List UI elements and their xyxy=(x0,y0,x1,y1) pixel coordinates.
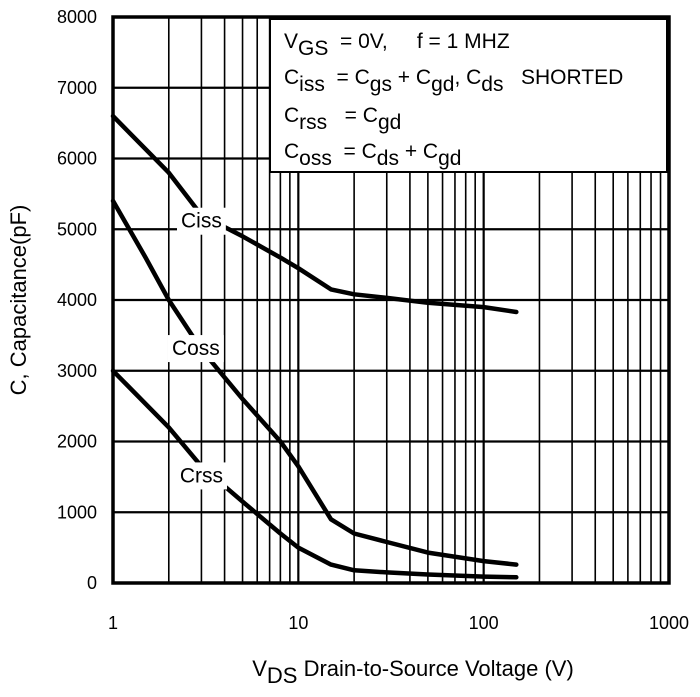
series-label-background xyxy=(177,207,226,235)
y-tick-label: 0 xyxy=(87,573,97,593)
x-tick-label: 1 xyxy=(108,613,118,633)
legend-subscript: GS xyxy=(298,37,328,60)
y-tick-label: 7000 xyxy=(57,78,97,98)
y-tick-label: 8000 xyxy=(57,7,97,27)
legend-segment: + C xyxy=(392,66,431,89)
legend-line: Ciss = Cgs + Cgd, Cds SHORTED xyxy=(284,66,623,96)
plot-frame xyxy=(111,15,671,585)
legend-subscript: ds xyxy=(377,147,399,170)
x-tick-label: 1000 xyxy=(649,613,689,633)
x-tick-label: 10 xyxy=(288,613,308,633)
legend-segment: SHORTED xyxy=(503,66,623,89)
series-line-coss xyxy=(110,198,519,567)
series-label-coss: Coss xyxy=(172,337,220,360)
legend-background xyxy=(269,18,668,173)
legend-segment: = C xyxy=(332,140,377,163)
legend-subscript: oss xyxy=(299,147,332,170)
legend-segment: C xyxy=(284,140,299,163)
y-tick-labels: 0 1000 2000 3000 4000 5000 6000 7000 8000 xyxy=(57,7,97,593)
series-label-ciss: Ciss xyxy=(181,210,222,233)
legend-line: Coss = Cds + Cgd xyxy=(284,140,461,170)
y-tick-label: 2000 xyxy=(57,432,97,452)
legend-subscript: ds xyxy=(481,73,503,96)
y-tick-label: 6000 xyxy=(57,149,97,169)
x-axis-label-rest: Drain-to-Source Voltage (V) xyxy=(297,656,573,681)
legend-subscript: rss xyxy=(299,111,327,134)
legend-segment: + C xyxy=(399,140,438,163)
y-tick-label: 5000 xyxy=(57,219,97,239)
legend-segment: V xyxy=(284,30,298,53)
y-tick-label: 4000 xyxy=(57,290,97,310)
legend-subscript: gd xyxy=(438,147,461,170)
legend-segment: C xyxy=(284,104,299,127)
legend-segment: = 0V, f = 1 MHZ xyxy=(328,30,509,53)
legend-subscript: gd xyxy=(431,73,454,96)
legend-line: VGS = 0V, f = 1 MHZ xyxy=(284,30,510,60)
y-axis-label: C, Capacitance(pF) xyxy=(6,205,31,396)
legend-subscript: gs xyxy=(370,73,392,96)
x-tick-labels: 1 10 100 1000 xyxy=(108,613,689,633)
x-tick-label: 100 xyxy=(469,613,499,633)
x-axis-label-subscript: DS xyxy=(267,663,298,688)
legend-segment: = C xyxy=(327,104,378,127)
series-label-background xyxy=(167,335,224,363)
x-axis-label: VDS Drain-to-Source Voltage (V) xyxy=(252,656,574,688)
legend-segment: C xyxy=(284,66,299,89)
series-labels: Ciss Coss Crss xyxy=(167,207,228,490)
x-axis-label-main: V xyxy=(252,656,267,681)
legend-line: Crss = Cgd xyxy=(284,104,401,134)
legend-subscript: gd xyxy=(378,111,401,134)
y-tick-label: 3000 xyxy=(57,361,97,381)
series-line-crss xyxy=(110,368,519,580)
y-tick-label: 1000 xyxy=(57,502,97,522)
legend-segment: , C xyxy=(454,66,481,89)
legend-segment: = C xyxy=(325,66,370,89)
legend-subscript: iss xyxy=(299,73,325,96)
series-label-crss: Crss xyxy=(180,464,223,487)
series-label-background xyxy=(175,462,228,490)
